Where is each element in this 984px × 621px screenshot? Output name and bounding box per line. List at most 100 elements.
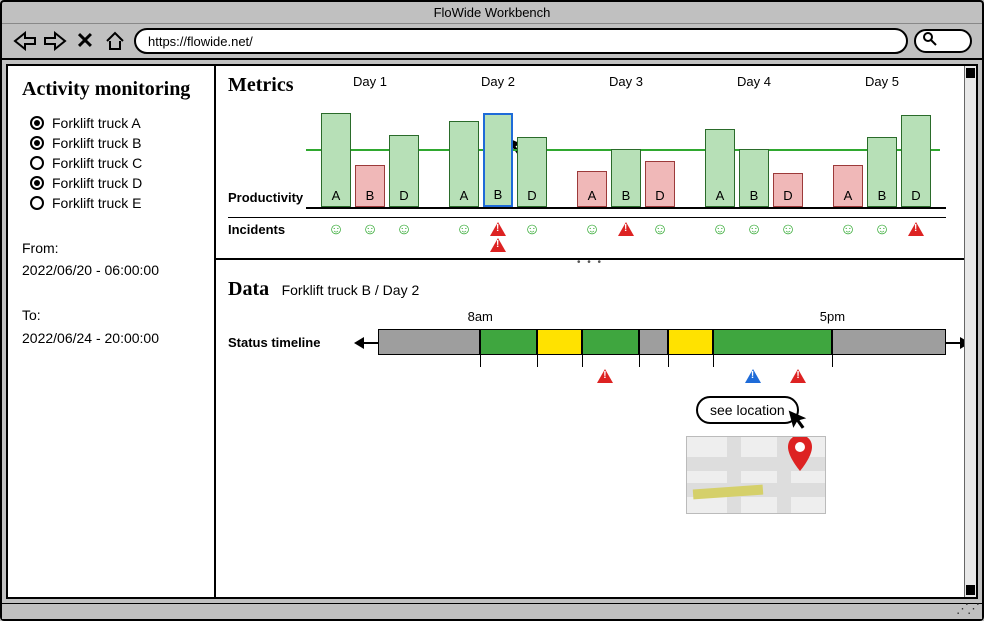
productivity-bar[interactable]: B — [483, 113, 513, 207]
truck-label: Forklift truck B — [52, 135, 141, 151]
day-header: Day 1 — [306, 74, 434, 89]
incidents-cell: ☺ — [449, 222, 479, 252]
truck-radio[interactable]: Forklift truck E — [30, 195, 200, 211]
data-subtitle: Forklift truck B / Day 2 — [282, 282, 420, 298]
day-bars: ABD — [562, 107, 690, 209]
from-value: 2022/06/20 - 06:00:00 — [22, 262, 159, 278]
incidents-cell: ☺ — [833, 222, 863, 252]
productivity-bar[interactable]: B — [867, 137, 897, 207]
incidents-cell — [611, 222, 641, 252]
truck-radio[interactable]: Forklift truck A — [30, 115, 200, 131]
smile-icon: ☺ — [524, 222, 540, 238]
day-bars: ABD — [434, 107, 562, 209]
productivity-bar[interactable]: A — [705, 129, 735, 207]
smile-icon: ☺ — [712, 222, 728, 238]
radio-icon — [30, 156, 44, 170]
productivity-bar[interactable]: B — [611, 149, 641, 207]
resize-grip-icon[interactable]: ⋰⋰ — [956, 601, 978, 617]
productivity-bar[interactable]: A — [321, 113, 351, 207]
warning-icon[interactable] — [618, 222, 634, 236]
productivity-bar[interactable]: D — [645, 161, 675, 207]
forward-icon[interactable] — [42, 28, 68, 54]
productivity-bar[interactable]: D — [901, 115, 931, 207]
truck-label: Forklift truck A — [52, 115, 141, 131]
productivity-bar[interactable]: A — [577, 171, 607, 207]
incidents-day: ☺☺ — [434, 222, 562, 252]
incidents-day: ☺☺ — [562, 222, 690, 252]
warning-icon-selected[interactable] — [745, 369, 761, 383]
data-heading: Data — [228, 278, 269, 301]
timeline-tick-label: 5pm — [820, 309, 845, 324]
incidents-cell — [483, 222, 513, 252]
truck-label: Forklift truck E — [52, 195, 141, 211]
stop-icon[interactable]: ✕ — [72, 28, 98, 54]
productivity-bar[interactable]: B — [355, 165, 385, 207]
truck-radio[interactable]: Forklift truck B — [30, 135, 200, 151]
to-value: 2022/06/24 - 20:00:00 — [22, 330, 159, 346]
map-pin-icon — [785, 436, 815, 482]
incidents-cell: ☺ — [355, 222, 385, 252]
timeline-segment[interactable] — [713, 329, 832, 355]
smile-icon: ☺ — [780, 222, 796, 238]
location-tooltip[interactable]: see location — [696, 396, 799, 424]
incidents-day: ☺☺ — [818, 222, 946, 252]
metrics-heading: Metrics — [228, 74, 306, 97]
truck-radio[interactable]: Forklift truck D — [30, 175, 200, 191]
timeline-segment[interactable] — [639, 329, 667, 355]
timeline-segment[interactable] — [832, 329, 946, 355]
productivity-bar[interactable]: D — [773, 173, 803, 207]
timeline-segment[interactable] — [480, 329, 537, 355]
truck-label: Forklift truck C — [52, 155, 142, 171]
from-label: From: — [22, 237, 200, 259]
productivity-bar[interactable]: A — [449, 121, 479, 207]
warning-icon[interactable] — [790, 369, 806, 383]
timeline-divider — [537, 355, 538, 367]
home-icon[interactable] — [102, 28, 128, 54]
day-header: Day 3 — [562, 74, 690, 89]
panel-splitter[interactable]: • • • — [216, 260, 964, 268]
timeline-divider — [639, 355, 640, 367]
timeline-segment[interactable] — [537, 329, 582, 355]
smile-icon: ☺ — [840, 222, 856, 238]
radio-icon — [30, 116, 44, 130]
incidents-label: Incidents — [228, 222, 306, 241]
productivity-bar[interactable]: D — [389, 135, 419, 207]
search-box[interactable] — [914, 29, 972, 53]
day-bars: ABD — [818, 107, 946, 209]
smile-icon: ☺ — [396, 222, 412, 238]
smile-icon: ☺ — [746, 222, 762, 238]
warning-icon[interactable] — [908, 222, 924, 236]
warning-icon[interactable] — [597, 369, 613, 383]
smile-icon: ☺ — [874, 222, 890, 238]
scrollbar[interactable] — [964, 66, 976, 597]
data-panel: Data Forklift truck B / Day 2 Status tim… — [216, 268, 964, 597]
timeline-tick-label: 8am — [468, 309, 493, 324]
day-bars: ABD — [306, 107, 434, 209]
map-thumbnail[interactable] — [686, 436, 826, 514]
incidents-cell: ☺ — [577, 222, 607, 252]
productivity-bar[interactable]: D — [517, 137, 547, 207]
incidents-cell — [901, 222, 931, 252]
timeline-segment[interactable] — [668, 329, 713, 355]
productivity-bar[interactable]: B — [739, 149, 769, 207]
incidents-cell: ☺ — [321, 222, 351, 252]
timeline-divider — [713, 355, 714, 367]
timeline-segment[interactable] — [378, 329, 480, 355]
smile-icon: ☺ — [652, 222, 668, 238]
incidents-cell: ☺ — [867, 222, 897, 252]
browser-toolbar: ✕ https://flowide.net/ — [2, 24, 982, 60]
day-bars: ABD — [690, 107, 818, 209]
productivity-bar[interactable]: A — [833, 165, 863, 207]
back-icon[interactable] — [12, 28, 38, 54]
productivity-label: Productivity — [228, 190, 306, 209]
timeline-segment[interactable] — [582, 329, 639, 355]
truck-label: Forklift truck D — [52, 175, 142, 191]
truck-radio[interactable]: Forklift truck C — [30, 155, 200, 171]
url-text: https://flowide.net/ — [148, 34, 253, 49]
warning-icon[interactable] — [490, 222, 506, 236]
incidents-day: ☺ ☺ ☺ — [690, 222, 818, 252]
metrics-panel: Metrics Day 1Day 2Day 3Day 4Day 5 Produc… — [216, 66, 964, 260]
url-bar[interactable]: https://flowide.net/ — [134, 28, 908, 54]
status-bar: ⋰⋰ — [2, 603, 982, 619]
warning-icon[interactable] — [490, 238, 506, 252]
